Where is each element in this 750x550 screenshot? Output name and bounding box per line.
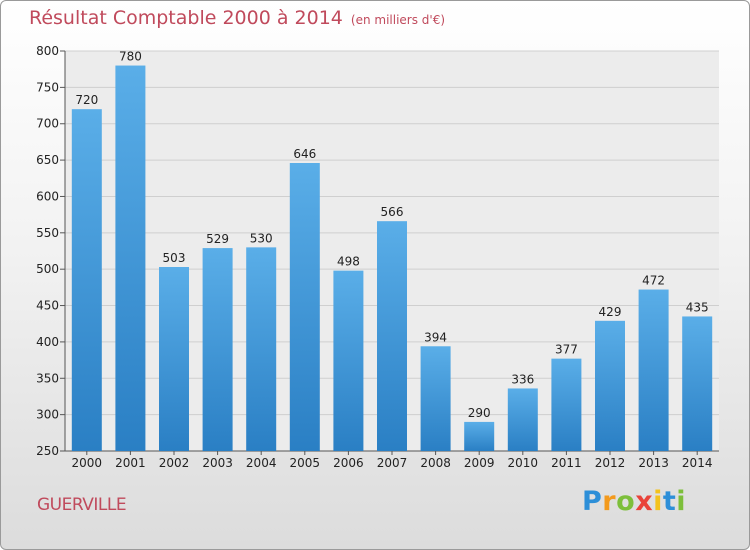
x-tick-label: 2003 <box>202 456 233 470</box>
logo-letter: i <box>676 486 687 517</box>
x-tick-label: 2005 <box>290 456 321 470</box>
title-text: Résultat Comptable 2000 à 2014 <box>29 7 343 29</box>
x-tick-label: 2010 <box>508 456 539 470</box>
proxiti-logo: Proxiti <box>582 486 686 517</box>
bar <box>202 248 233 451</box>
bar <box>115 65 146 451</box>
bar <box>289 163 320 451</box>
data-label: 503 <box>163 251 186 265</box>
x-tick-label: 2006 <box>333 456 364 470</box>
logo-letter: r <box>602 486 617 517</box>
x-tick-label: 2002 <box>159 456 190 470</box>
x-tick-label: 2013 <box>638 456 669 470</box>
y-tick-label: 800 <box>36 44 59 58</box>
town-name: GUERVILLE <box>37 495 127 515</box>
data-label: 720 <box>75 93 98 107</box>
y-tick-label: 450 <box>36 299 59 313</box>
y-tick-label: 400 <box>36 335 59 349</box>
x-tick-label: 2011 <box>551 456 582 470</box>
logo-letter: x <box>635 486 654 517</box>
bar <box>638 289 669 451</box>
data-label: 530 <box>250 231 273 245</box>
bar <box>159 267 189 451</box>
data-label: 290 <box>468 406 491 420</box>
bar <box>595 320 625 451</box>
data-label: 646 <box>293 147 316 161</box>
y-tick-label: 250 <box>36 444 59 458</box>
logo-letter: t <box>662 486 677 517</box>
bar <box>333 270 364 451</box>
y-tick-label: 600 <box>36 189 59 203</box>
bar <box>377 221 407 451</box>
data-label: 435 <box>686 300 709 314</box>
y-tick-label: 550 <box>36 226 59 240</box>
bar <box>420 346 451 451</box>
data-label: 498 <box>337 255 360 269</box>
y-tick-label: 750 <box>36 80 59 94</box>
x-tick-label: 2004 <box>246 456 277 470</box>
data-label: 377 <box>555 343 578 357</box>
x-tick-label: 2008 <box>420 456 451 470</box>
data-label: 529 <box>206 232 229 246</box>
logo-letter: o <box>616 486 636 517</box>
bar <box>551 358 582 451</box>
data-label: 394 <box>424 330 447 344</box>
bar <box>71 109 102 451</box>
y-tick-label: 300 <box>36 408 59 422</box>
y-tick-label: 700 <box>36 117 59 131</box>
x-tick-label: 2009 <box>464 456 495 470</box>
x-tick-label: 2000 <box>72 456 103 470</box>
bar <box>464 421 495 451</box>
x-tick-label: 2007 <box>377 456 408 470</box>
chart-title: Résultat Comptable 2000 à 2014 (en millie… <box>29 7 445 29</box>
y-tick-label: 350 <box>36 371 59 385</box>
x-tick-label: 2012 <box>595 456 626 470</box>
logo-letter: P <box>582 486 603 517</box>
x-tick-label: 2014 <box>682 456 713 470</box>
bar <box>507 388 538 451</box>
y-tick-label: 500 <box>36 262 59 276</box>
chart-subtitle: (en milliers d'€) <box>350 13 446 27</box>
x-tick-label: 2001 <box>115 456 146 470</box>
data-label: 429 <box>599 305 622 319</box>
data-label: 336 <box>511 372 534 386</box>
data-label: 566 <box>381 205 404 219</box>
logo-letter: i <box>653 486 663 517</box>
data-label: 472 <box>642 274 665 288</box>
y-tick-label: 650 <box>36 153 59 167</box>
bar <box>682 316 713 451</box>
bar <box>246 247 277 451</box>
data-label: 780 <box>119 50 142 64</box>
